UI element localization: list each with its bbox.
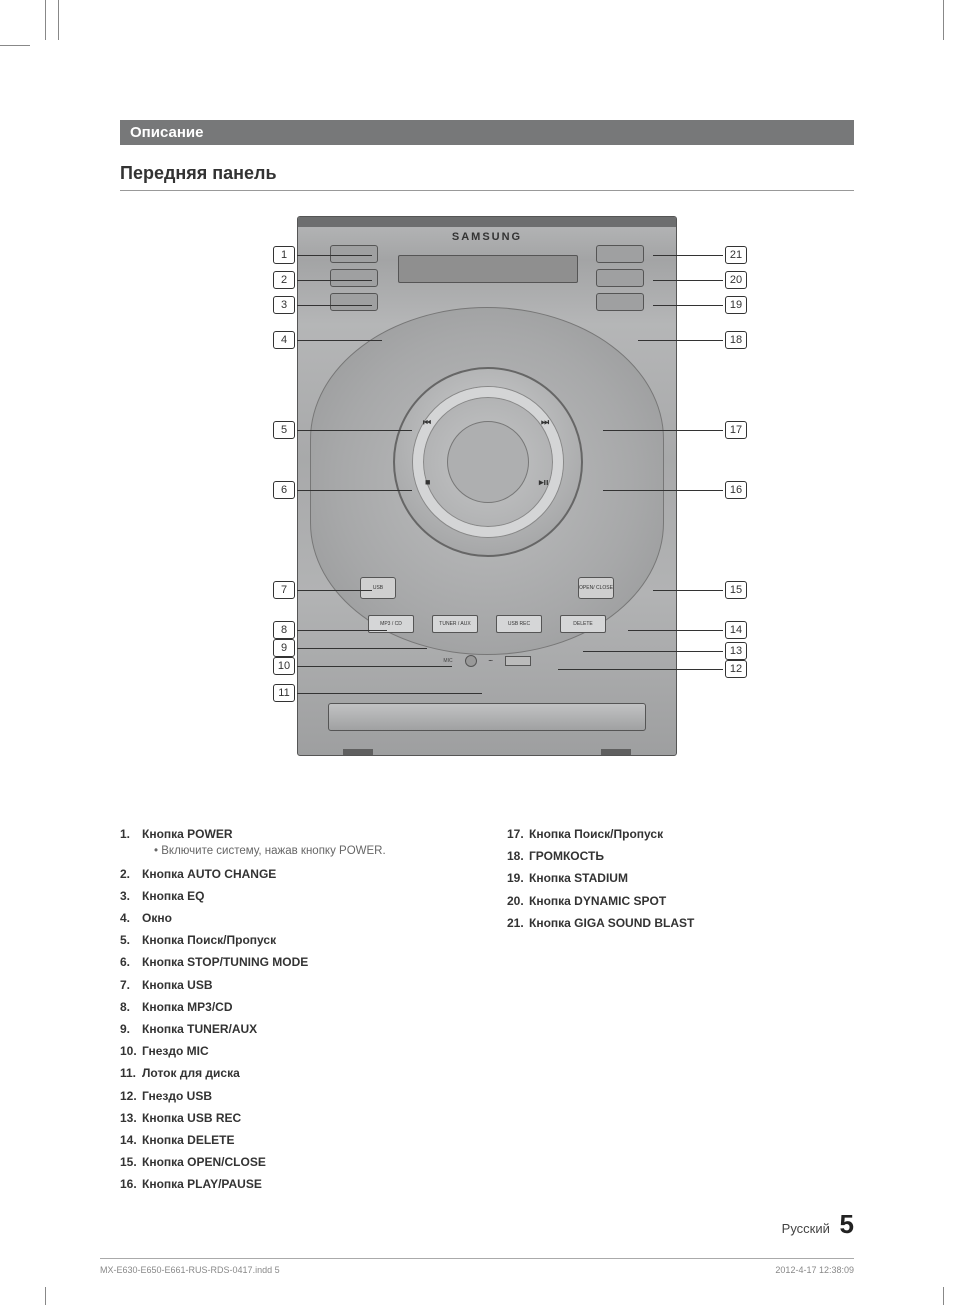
legend-item: 3.Кнопка EQ [120, 888, 467, 904]
callout-13: 13 [537, 642, 747, 660]
callout-number: 16 [725, 481, 747, 499]
callout-19: 19 [607, 296, 747, 314]
volume-dial [393, 367, 583, 557]
callout-number: 6 [273, 481, 295, 499]
legend-item: 13.Кнопка USB REC [120, 1110, 467, 1126]
callout-number: 2 [273, 271, 295, 289]
legend: 1.Кнопка POWERВключите систему, нажав кн… [120, 826, 854, 1199]
callout-number: 5 [273, 421, 295, 439]
callout-2: 2 [227, 271, 372, 289]
callout-number: 20 [725, 271, 747, 289]
prev-icon: ⏮ [423, 417, 431, 428]
callout-18: 18 [592, 331, 747, 349]
legend-item: 7.Кнопка USB [120, 977, 467, 993]
legend-item: 6.Кнопка STOP/TUNING MODE [120, 954, 467, 970]
callout-number: 1 [273, 246, 295, 264]
doc-timestamp: 2012-4-17 12:38:09 [775, 1265, 854, 1275]
callout-7: 7 [227, 581, 372, 599]
legend-item: 11.Лоток для диска [120, 1065, 467, 1081]
doc-filename: MX-E630-E650-E661-RUS-RDS-0417.indd 5 [100, 1265, 280, 1275]
callout-number: 3 [273, 296, 295, 314]
callout-10: 10 [227, 657, 452, 675]
legend-item: 16.Кнопка PLAY/PAUSE [120, 1176, 467, 1192]
callout-21: 21 [607, 246, 747, 264]
legend-item: 1.Кнопка POWERВключите систему, нажав кн… [120, 826, 467, 860]
callout-4: 4 [227, 331, 382, 349]
legend-item: 9.Кнопка TUNER/AUX [120, 1021, 467, 1037]
legend-item: 2.Кнопка AUTO CHANGE [120, 866, 467, 882]
callout-1: 1 [227, 246, 372, 264]
legend-item: 18.ГРОМКОСТЬ [507, 848, 854, 864]
legend-col-2: 17.Кнопка Поиск/Пропуск 18.ГРОМКОСТЬ 19.Кн… [507, 826, 854, 1199]
callout-11: 11 [227, 684, 482, 702]
section-header: Описание [120, 120, 854, 145]
legend-item: 21.Кнопка GIGA SOUND BLAST [507, 915, 854, 931]
mic-jack [465, 655, 477, 667]
legend-col-1: 1.Кнопка POWERВключите систему, нажав кн… [120, 826, 467, 1199]
legend-item: 10.Гнездо MIC [120, 1043, 467, 1059]
stop-icon: ■ [425, 477, 430, 487]
crop-marks-bottom [0, 1285, 954, 1305]
diagram: SAMSUNG ⏮ ⏭ ■ ▸ıı USB OPEN/ CLOSE MP3 / … [127, 216, 847, 796]
legend-item: 5.Кнопка Поиск/Пропуск [120, 932, 467, 948]
legend-item: 8.Кнопка MP3/CD [120, 999, 467, 1015]
function-buttons: MP3 / CD TUNER / AUX USB REC DELETE [368, 615, 606, 633]
legend-item: 20.Кнопка DYNAMIC SPOT [507, 893, 854, 909]
next-icon: ⏭ [541, 417, 549, 428]
callout-number: 18 [725, 331, 747, 349]
callout-5: 5 [227, 421, 412, 439]
callout-12: 12 [512, 660, 747, 678]
legend-item: 4.Окно [120, 910, 467, 926]
legend-item: 17.Кнопка Поиск/Пропуск [507, 826, 854, 842]
callout-number: 13 [725, 642, 747, 660]
disc-tray [328, 703, 646, 731]
callout-number: 21 [725, 246, 747, 264]
callout-8: 8 [227, 621, 387, 639]
legend-item: 19.Кнопка STADIUM [507, 870, 854, 886]
callout-9: 9 [227, 639, 427, 657]
callout-number: 10 [273, 657, 295, 675]
callout-number: 12 [725, 660, 747, 678]
callout-14: 14 [582, 621, 747, 639]
tuner-aux-button: TUNER / AUX [432, 615, 478, 633]
callout-number: 19 [725, 296, 747, 314]
callout-number: 17 [725, 421, 747, 439]
callout-16: 16 [557, 481, 747, 499]
callout-number: 15 [725, 581, 747, 599]
page-number: 5 [840, 1209, 854, 1239]
callout-20: 20 [607, 271, 747, 289]
callout-17: 17 [557, 421, 747, 439]
callout-6: 6 [227, 481, 412, 499]
callout-15: 15 [607, 581, 747, 599]
legend-item: 15.Кнопка OPEN/CLOSE [120, 1154, 467, 1170]
page-footer-language: Русский 5 [782, 1209, 854, 1240]
callout-number: 7 [273, 581, 295, 599]
usb-rec-button: USB REC [496, 615, 542, 633]
display-window [398, 255, 578, 283]
page-content: Описание Передняя панель SAMSUNG ⏮ ⏭ ■ ▸… [0, 0, 954, 1239]
callout-number: 9 [273, 639, 295, 657]
section-title: Передняя панель [120, 163, 854, 191]
legend-item: 12.Гнездо USB [120, 1088, 467, 1104]
usb-icon-label: ⎓ [489, 658, 493, 664]
callout-number: 14 [725, 621, 747, 639]
brand-logo: SAMSUNG [298, 231, 676, 243]
legend-item: 14.Кнопка DELETE [120, 1132, 467, 1148]
play-icon: ▸ıı [539, 477, 549, 488]
callout-number: 4 [273, 331, 295, 349]
feet [298, 745, 676, 755]
callout-3: 3 [227, 296, 372, 314]
document-footer: MX-E630-E650-E661-RUS-RDS-0417.indd 5 20… [100, 1258, 854, 1275]
callout-number: 11 [273, 684, 295, 702]
language-label: Русский [782, 1221, 830, 1236]
callout-number: 8 [273, 621, 295, 639]
